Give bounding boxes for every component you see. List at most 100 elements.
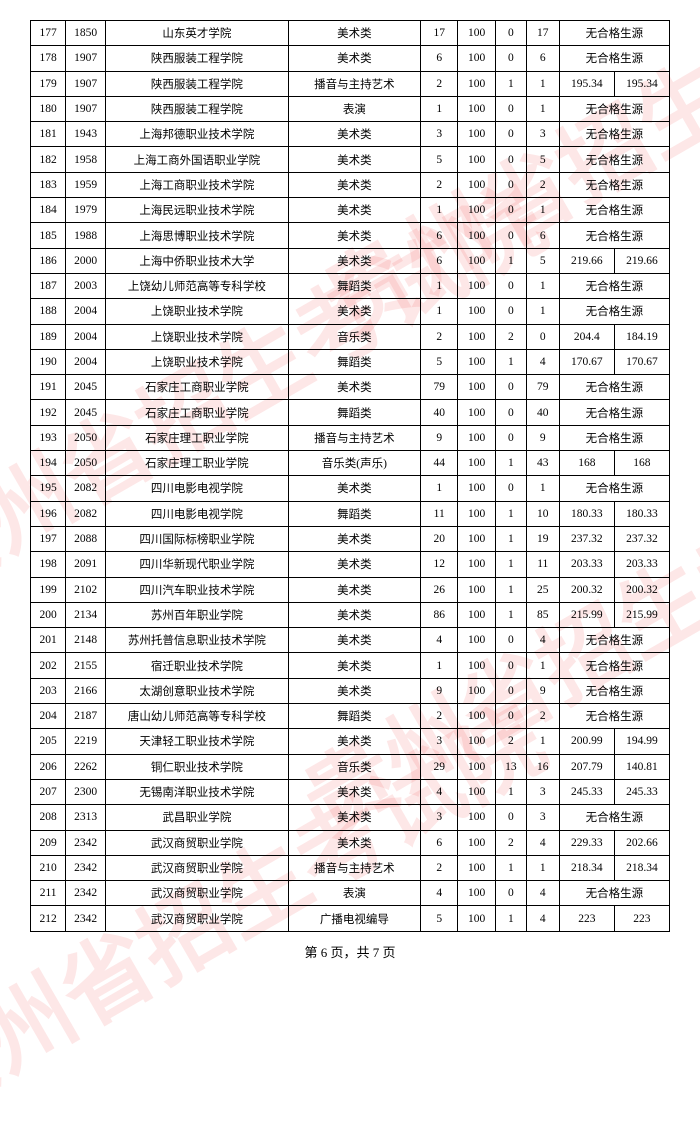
category: 美术类 (288, 526, 420, 551)
table-row: 1841979上海民远职业技术学院美术类110001无合格生源 (31, 198, 670, 223)
score-low: 184.19 (614, 324, 669, 349)
school-code: 1979 (66, 198, 106, 223)
num1: 6 (420, 248, 457, 273)
no-source-cell: 无合格生源 (559, 704, 669, 729)
num4: 4 (526, 349, 559, 374)
table-row: 1801907陕西服装工程学院表演110001无合格生源 (31, 96, 670, 121)
num3: 0 (495, 46, 526, 71)
category: 美术类 (288, 577, 420, 602)
category: 美术类 (288, 375, 420, 400)
category: 美术类 (288, 729, 420, 754)
num1: 17 (420, 21, 457, 46)
num2: 100 (458, 754, 495, 779)
row-index: 195 (31, 476, 66, 501)
score-low: 180.33 (614, 501, 669, 526)
num4: 9 (526, 678, 559, 703)
num3: 13 (495, 754, 526, 779)
num4: 40 (526, 400, 559, 425)
row-index: 193 (31, 425, 66, 450)
category: 美术类 (288, 653, 420, 678)
no-source-cell: 无合格生源 (559, 425, 669, 450)
school-name: 山东英才学院 (105, 21, 288, 46)
category: 音乐类(声乐) (288, 451, 420, 476)
num4: 4 (526, 881, 559, 906)
table-row: 1992102四川汽车职业技术学院美术类26100125200.32200.32 (31, 577, 670, 602)
school-name: 上海邦德职业技术学院 (105, 122, 288, 147)
school-code: 2166 (66, 678, 106, 703)
num4: 1 (526, 71, 559, 96)
no-source-cell: 无合格生源 (559, 299, 669, 324)
category: 舞蹈类 (288, 273, 420, 298)
num1: 1 (420, 653, 457, 678)
school-code: 1907 (66, 71, 106, 96)
category: 美术类 (288, 805, 420, 830)
num2: 100 (458, 147, 495, 172)
school-code: 2000 (66, 248, 106, 273)
num1: 11 (420, 501, 457, 526)
num4: 43 (526, 451, 559, 476)
num2: 100 (458, 653, 495, 678)
score-low: 237.32 (614, 526, 669, 551)
num4: 1 (526, 198, 559, 223)
school-code: 2342 (66, 906, 106, 931)
score-high: 203.33 (559, 552, 614, 577)
num3: 0 (495, 805, 526, 830)
school-name: 上海中侨职业技术大学 (105, 248, 288, 273)
num3: 0 (495, 678, 526, 703)
num3: 1 (495, 855, 526, 880)
school-name: 武汉商贸职业学院 (105, 855, 288, 880)
table-row: 1902004上饶职业技术学院舞蹈类510014170.67170.67 (31, 349, 670, 374)
num4: 1 (526, 96, 559, 121)
school-code: 2262 (66, 754, 106, 779)
school-name: 武汉商贸职业学院 (105, 881, 288, 906)
school-name: 苏州托普信息职业技术学院 (105, 628, 288, 653)
row-index: 208 (31, 805, 66, 830)
row-index: 194 (31, 451, 66, 476)
num1: 86 (420, 602, 457, 627)
category: 美术类 (288, 21, 420, 46)
num1: 5 (420, 906, 457, 931)
num2: 100 (458, 577, 495, 602)
school-name: 四川汽车职业技术学院 (105, 577, 288, 602)
row-index: 197 (31, 526, 66, 551)
row-index: 189 (31, 324, 66, 349)
school-name: 上饶职业技术学院 (105, 349, 288, 374)
table-row: 1771850山东英才学院美术类17100017无合格生源 (31, 21, 670, 46)
score-low: 194.99 (614, 729, 669, 754)
category: 美术类 (288, 678, 420, 703)
num3: 1 (495, 906, 526, 931)
school-name: 上海思博职业技术学院 (105, 223, 288, 248)
row-index: 179 (31, 71, 66, 96)
school-name: 上饶职业技术学院 (105, 299, 288, 324)
table-row: 2002134苏州百年职业学院美术类86100185215.99215.99 (31, 602, 670, 627)
table-row: 1781907陕西服装工程学院美术类610006无合格生源 (31, 46, 670, 71)
no-source-cell: 无合格生源 (559, 96, 669, 121)
row-index: 183 (31, 172, 66, 197)
row-index: 184 (31, 198, 66, 223)
table-row: 2042187唐山幼儿师范高等专科学校舞蹈类210002无合格生源 (31, 704, 670, 729)
no-source-cell: 无合格生源 (559, 223, 669, 248)
table-row: 2062262铜仁职业技术学院音乐类291001316207.79140.81 (31, 754, 670, 779)
category: 音乐类 (288, 754, 420, 779)
num2: 100 (458, 324, 495, 349)
num2: 100 (458, 21, 495, 46)
school-code: 2050 (66, 425, 106, 450)
school-code: 2300 (66, 779, 106, 804)
num1: 12 (420, 552, 457, 577)
row-index: 200 (31, 602, 66, 627)
num2: 100 (458, 805, 495, 830)
school-name: 陕西服装工程学院 (105, 46, 288, 71)
score-low: 245.33 (614, 779, 669, 804)
num4: 1 (526, 729, 559, 754)
num3: 1 (495, 602, 526, 627)
admission-table: 1771850山东英才学院美术类17100017无合格生源1781907陕西服装… (30, 20, 670, 932)
school-code: 1943 (66, 122, 106, 147)
num1: 29 (420, 754, 457, 779)
school-name: 天津轻工职业技术学院 (105, 729, 288, 754)
table-row: 1831959上海工商职业技术学院美术类210002无合格生源 (31, 172, 670, 197)
row-index: 186 (31, 248, 66, 273)
row-index: 207 (31, 779, 66, 804)
num2: 100 (458, 855, 495, 880)
school-code: 2342 (66, 830, 106, 855)
num2: 100 (458, 46, 495, 71)
